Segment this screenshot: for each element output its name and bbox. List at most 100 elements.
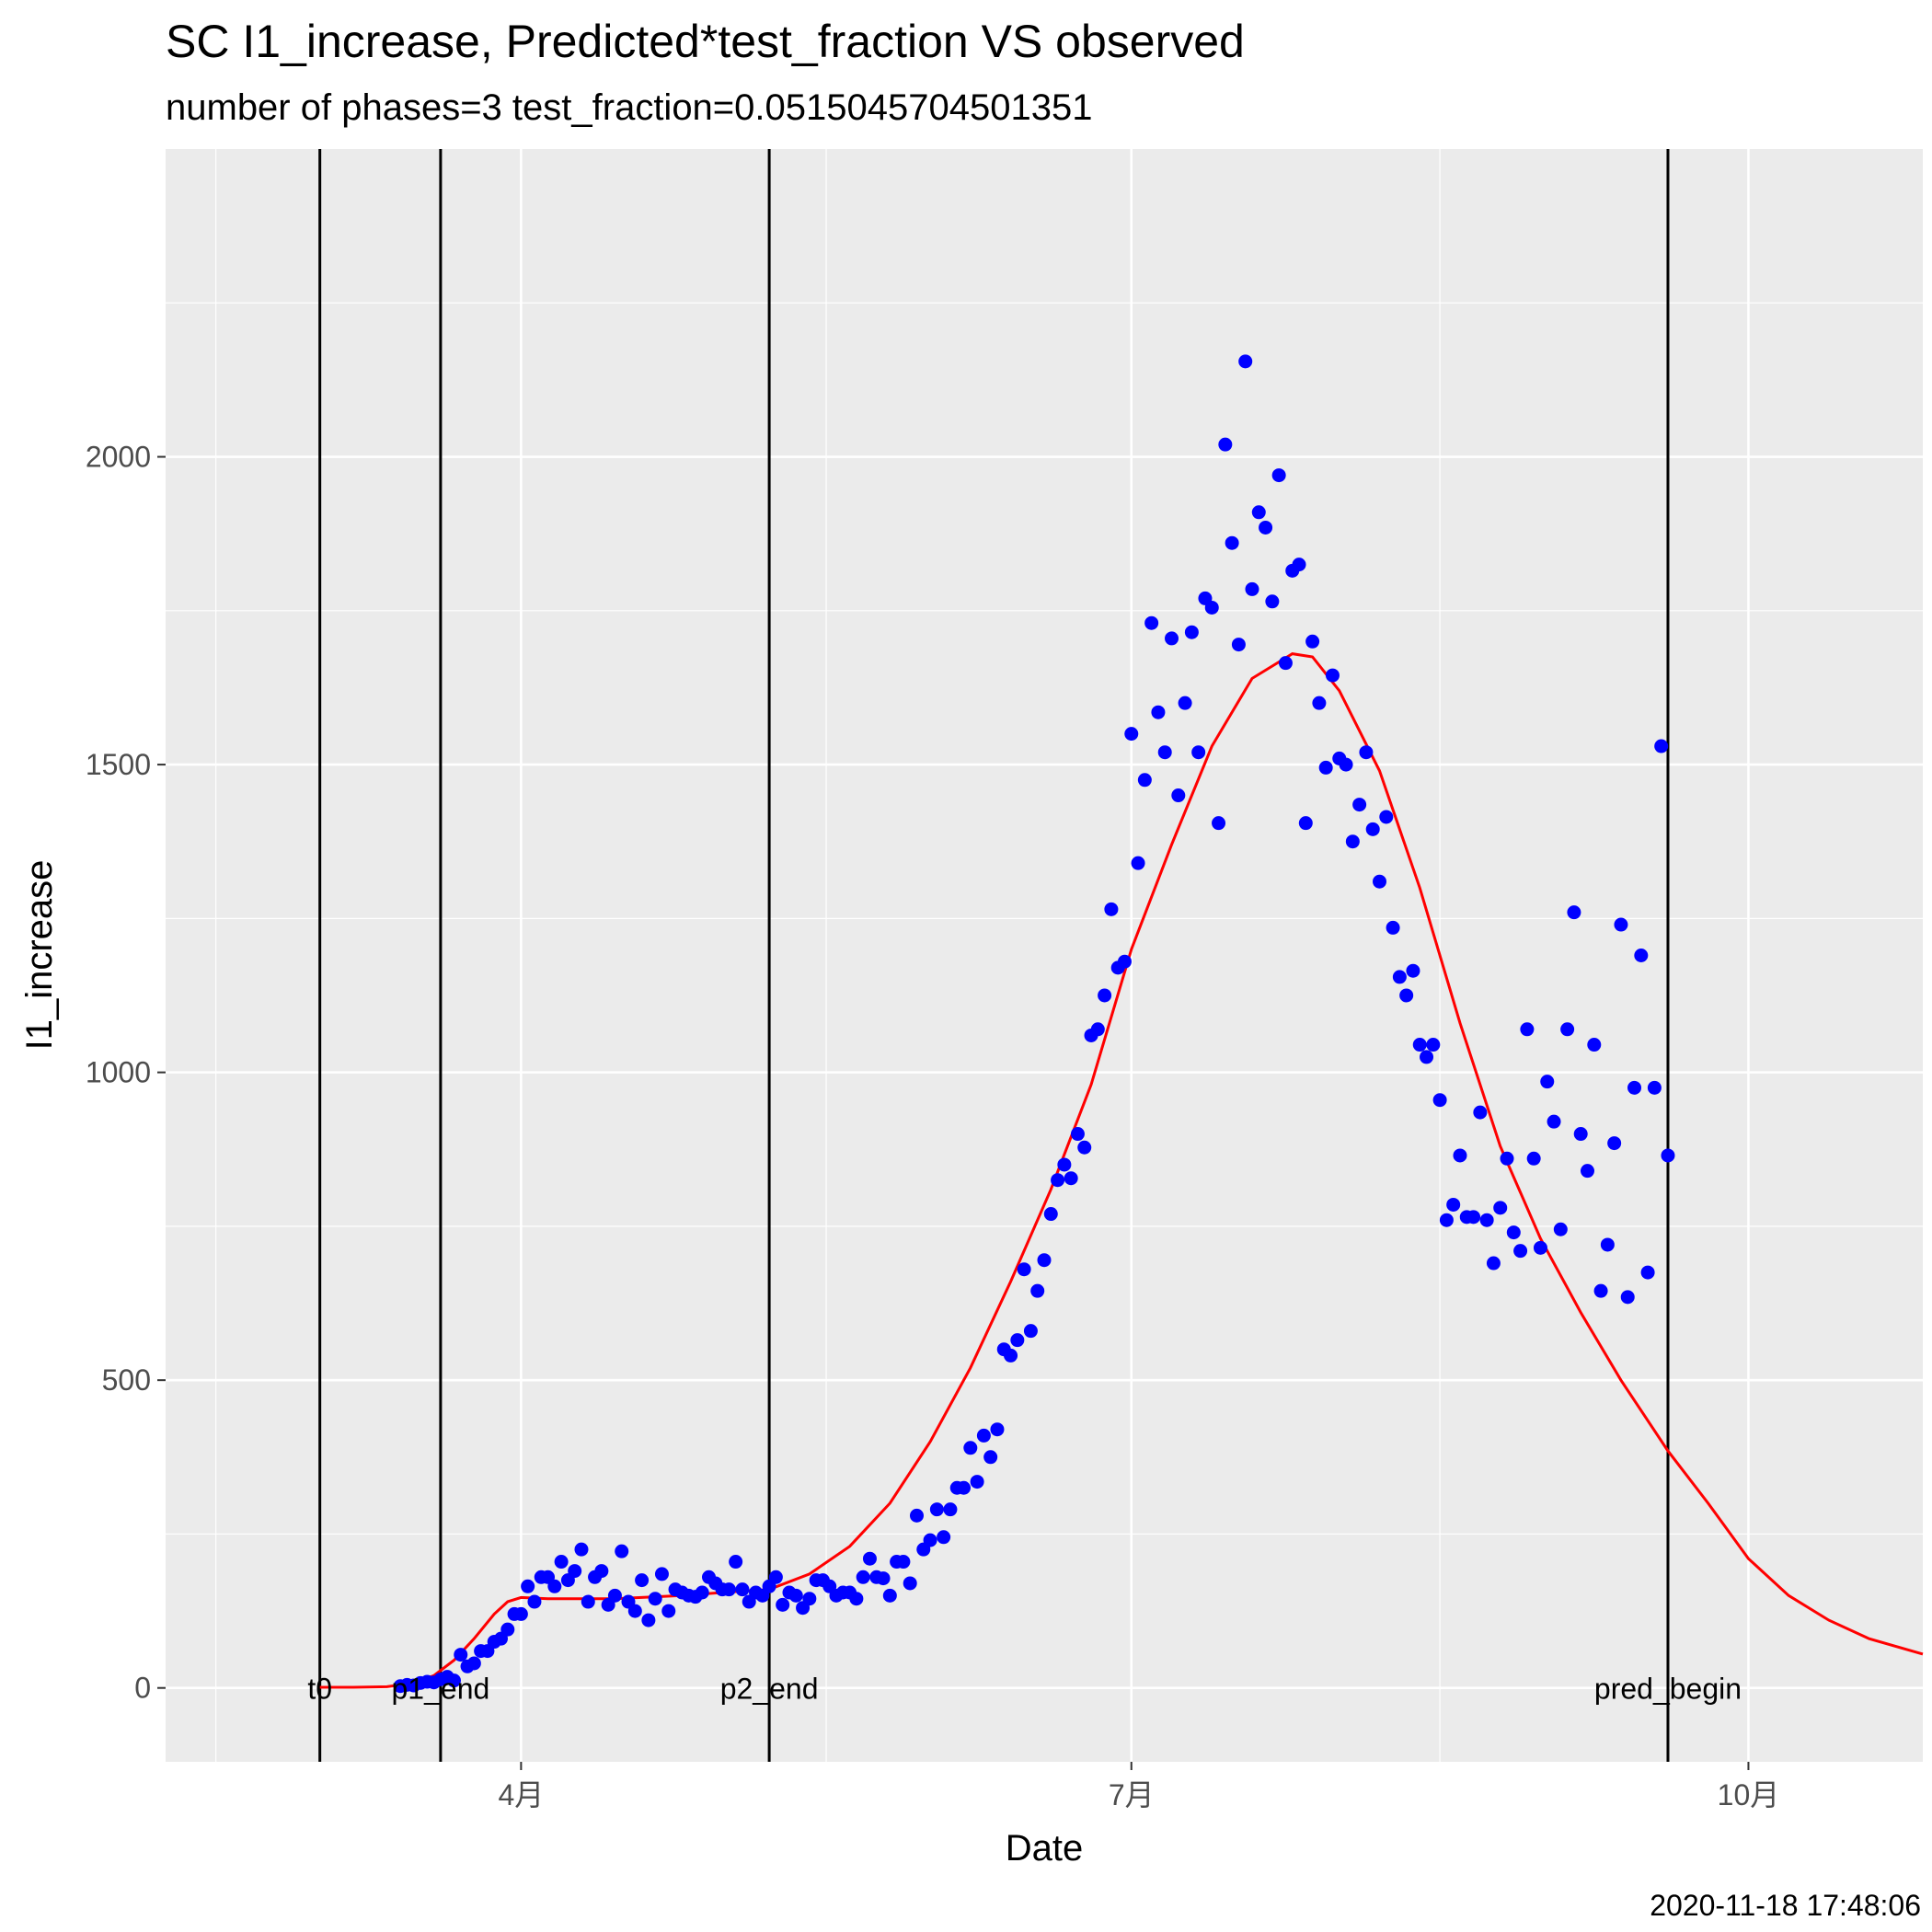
observed-point <box>1466 1210 1481 1225</box>
y-tick-label: 1500 <box>86 748 151 781</box>
observed-point <box>1010 1333 1025 1348</box>
observed-point <box>1379 810 1394 824</box>
observed-point <box>1124 727 1139 742</box>
observed-point <box>1225 535 1239 550</box>
observed-point <box>1506 1225 1521 1240</box>
observed-point <box>1064 1171 1078 1186</box>
observed-point <box>1191 745 1206 760</box>
observed-point <box>1259 520 1273 535</box>
observed-point <box>1540 1075 1555 1089</box>
observed-point <box>1245 581 1259 596</box>
x-tick-label: 10月 <box>1718 1778 1780 1811</box>
observed-point <box>943 1502 958 1517</box>
observed-point <box>527 1594 542 1609</box>
x-tick-label: 4月 <box>498 1778 544 1811</box>
observed-point <box>903 1576 917 1591</box>
observed-point <box>929 1502 944 1517</box>
observed-point <box>1178 696 1192 710</box>
observed-point <box>1600 1237 1615 1252</box>
phase-lines <box>318 149 1670 1762</box>
observed-point <box>1573 1127 1588 1142</box>
observed-point <box>1580 1164 1594 1179</box>
observed-point <box>1265 594 1280 609</box>
observed-point <box>1117 954 1132 969</box>
observed-point <box>1567 905 1581 920</box>
observed-point <box>1399 988 1414 1003</box>
observed-point <box>1412 1038 1427 1052</box>
observed-point <box>721 1582 736 1597</box>
observed-point <box>1627 1080 1642 1095</box>
observed-point <box>1654 739 1669 753</box>
observed-point <box>1292 558 1306 572</box>
observed-point <box>1051 1173 1065 1188</box>
observed-point <box>1077 1140 1092 1155</box>
observed-point <box>1325 668 1340 683</box>
observed-point <box>963 1441 978 1455</box>
chart-caption: 2020-11-18 17:48:06 <box>1650 1889 1921 1922</box>
observed-point <box>466 1656 481 1671</box>
observed-point <box>1017 1262 1031 1277</box>
observed-point <box>1204 600 1219 615</box>
x-axis-title: Date <box>1006 1828 1084 1869</box>
observed-point <box>896 1555 911 1570</box>
chart-subtitle: number of phases=3 test_fraction=0.05150… <box>166 87 1092 128</box>
observed-point <box>983 1450 998 1465</box>
observed-point <box>574 1542 589 1557</box>
observed-point <box>1520 1022 1535 1037</box>
observed-point <box>454 1648 468 1662</box>
phase-label: pred_begin <box>1594 1673 1742 1706</box>
observed-point <box>1614 917 1628 932</box>
observed-point <box>1386 920 1400 935</box>
observed-point <box>1339 757 1353 772</box>
observed-point <box>1184 625 1199 639</box>
observed-point <box>768 1570 783 1584</box>
observed-point <box>641 1613 656 1627</box>
observed-point <box>1513 1244 1528 1259</box>
y-axis-title: I1_increase <box>19 860 60 1051</box>
x-axis: 4月 7月 10月 <box>498 1762 1779 1811</box>
observed-point <box>1453 1148 1467 1163</box>
observed-point <box>1553 1222 1568 1236</box>
observed-point <box>1098 988 1112 1003</box>
observed-point <box>1004 1348 1018 1363</box>
observed-point <box>1373 874 1387 889</box>
observed-point <box>554 1555 569 1570</box>
observed-point <box>1171 788 1186 803</box>
observed-point <box>1406 963 1420 978</box>
observed-point <box>1392 970 1407 984</box>
observed-point <box>1057 1157 1072 1172</box>
observed-point <box>1493 1201 1508 1215</box>
observed-point <box>923 1533 937 1547</box>
observed-point <box>1231 638 1246 652</box>
observed-point <box>849 1592 864 1606</box>
observed-point <box>648 1592 662 1606</box>
observed-point <box>1131 856 1145 870</box>
observed-point <box>1218 437 1233 452</box>
observed-point <box>1365 822 1380 836</box>
observed-point <box>446 1673 461 1688</box>
observed-point <box>802 1592 817 1606</box>
observed-point <box>1640 1265 1655 1280</box>
observed-point <box>1305 634 1320 649</box>
observed-point <box>513 1606 528 1621</box>
observed-point <box>654 1567 669 1581</box>
observed-point <box>1533 1240 1547 1255</box>
chart-title: SC I1_increase, Predicted*test_fraction … <box>166 16 1245 67</box>
observed-point <box>1251 505 1266 520</box>
observed-point <box>1526 1151 1541 1166</box>
observed-point <box>937 1530 951 1545</box>
observed-point <box>1238 354 1253 369</box>
observed-point <box>627 1604 642 1618</box>
observed-point <box>1661 1148 1675 1163</box>
observed-point <box>1023 1324 1038 1339</box>
observed-point <box>788 1588 803 1603</box>
observed-point <box>635 1573 650 1588</box>
observed-point <box>1607 1136 1622 1151</box>
observed-point <box>521 1579 535 1593</box>
observed-point <box>661 1604 676 1618</box>
observed-point <box>957 1480 972 1495</box>
observed-point <box>1560 1022 1575 1037</box>
observed-point <box>1446 1197 1461 1212</box>
phase-label: p2_end <box>720 1673 819 1706</box>
